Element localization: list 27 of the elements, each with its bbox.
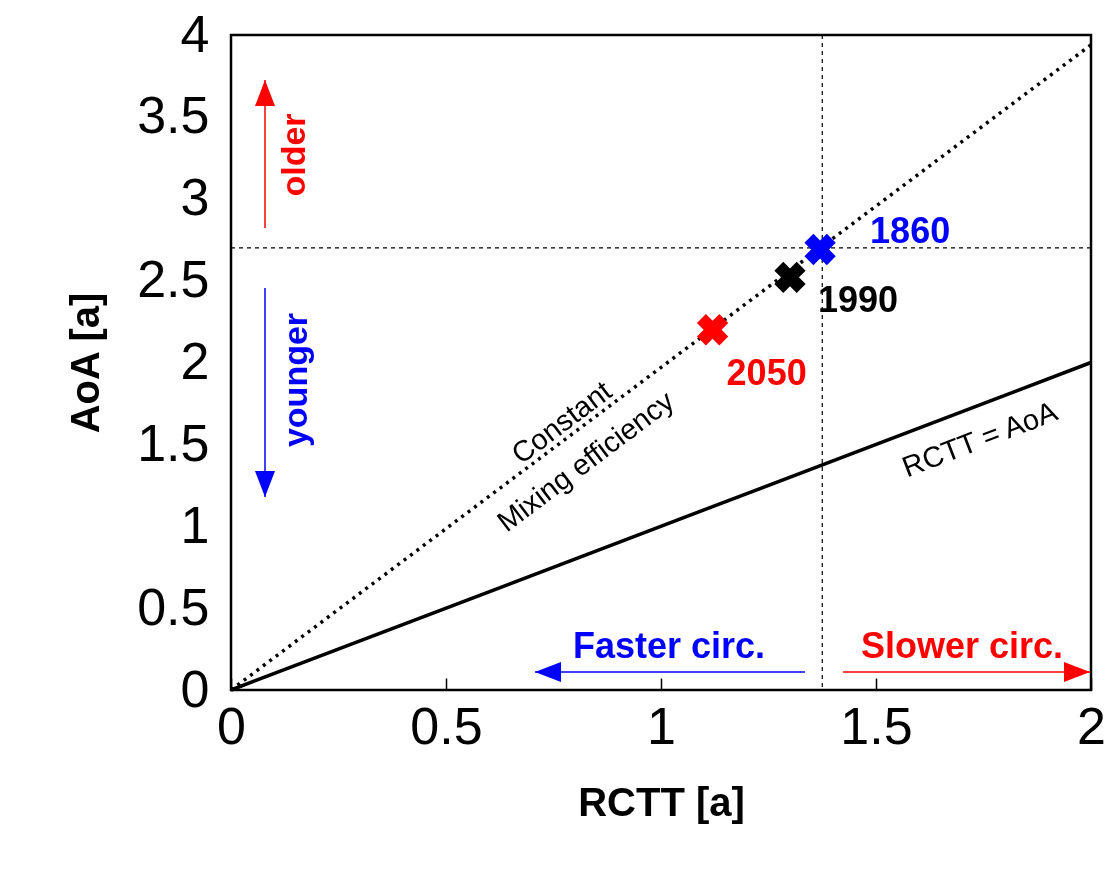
y-tick-label: 2 bbox=[180, 332, 210, 390]
y-tick-label: 1 bbox=[180, 495, 210, 554]
x-tick-label: 1 bbox=[647, 696, 676, 755]
annotation: Slower circ. bbox=[860, 625, 1064, 666]
x-tick-label: 0.5 bbox=[410, 696, 483, 755]
x-tick-label: 2 bbox=[1077, 696, 1106, 755]
y-tick-label: 1.5 bbox=[137, 413, 210, 472]
x-tick-label: 1.5 bbox=[840, 696, 913, 755]
annotation: younger bbox=[276, 312, 314, 448]
annotation: RCTT = AoA bbox=[897, 394, 1063, 484]
annotation: older bbox=[274, 113, 312, 197]
y-tick-label: 0 bbox=[180, 659, 210, 718]
y-tick-label: 3 bbox=[180, 168, 210, 227]
point bbox=[804, 233, 836, 266]
y-tick-label: 3.5 bbox=[137, 86, 210, 145]
y-axis-title: AoA [a] bbox=[63, 292, 108, 434]
point bbox=[774, 261, 806, 293]
y-tick-label: 2.5 bbox=[137, 250, 210, 309]
point bbox=[696, 314, 729, 346]
annotation: Faster circ. bbox=[572, 625, 766, 666]
series-label: 2050 bbox=[726, 351, 807, 393]
y-tick-label: 0.5 bbox=[137, 577, 210, 636]
x-axis-title: RCTT [a] bbox=[578, 779, 745, 824]
x-tick-label: 0 bbox=[217, 696, 246, 755]
series-label: 1990 bbox=[818, 279, 899, 321]
y-tick-label: 4 bbox=[180, 4, 210, 63]
series-label: 1860 bbox=[870, 209, 951, 251]
